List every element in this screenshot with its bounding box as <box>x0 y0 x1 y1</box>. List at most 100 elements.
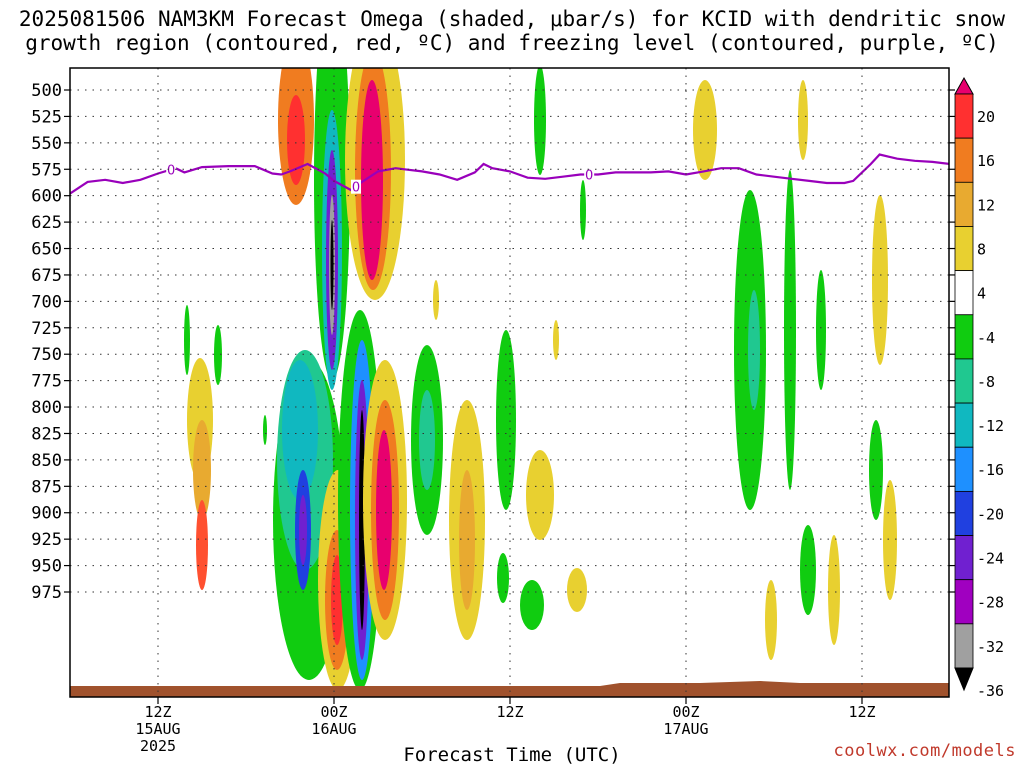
omega-shading-region <box>361 80 383 280</box>
colorbar-label: 8 <box>977 240 986 258</box>
terrain-rise <box>600 681 949 697</box>
omega-shading-region <box>376 430 392 590</box>
colorbar-label: 16 <box>977 152 995 170</box>
x-tick-label: 15AUG <box>135 720 180 738</box>
colorbar-swatch <box>954 181 974 227</box>
colorbar-label: -12 <box>977 417 1004 435</box>
y-tick-label: 925 <box>31 530 62 550</box>
y-tick-label: 825 <box>31 424 62 444</box>
colorbar-swatch <box>954 535 974 581</box>
y-tick-label: 600 <box>31 187 62 207</box>
colorbar-label: 12 <box>977 196 995 214</box>
y-tick-label: 875 <box>31 477 62 497</box>
omega-shading-region <box>496 330 516 510</box>
freezing-level-label: 0 <box>352 181 360 196</box>
colorbar-label: -28 <box>977 594 1004 612</box>
omega-shading-region <box>287 95 305 185</box>
x-tick-label: 12Z <box>144 703 171 721</box>
omega-shading-region <box>419 390 435 490</box>
y-tick-label: 650 <box>31 240 62 260</box>
y-tick-label: 525 <box>31 107 62 127</box>
omega-shading-region <box>459 470 475 610</box>
colorbar-label: -16 <box>977 461 1004 479</box>
freezing-label-bg <box>351 179 361 194</box>
y-tick-label: 725 <box>31 319 62 339</box>
freezing-label-bg <box>584 167 595 182</box>
omega-shading-region <box>359 410 365 630</box>
site-credit[interactable]: coolwx.com/models <box>833 741 1016 761</box>
omega-shading-region <box>263 415 267 445</box>
y-tick-label: 500 <box>31 81 62 101</box>
x-tick-label: 16AUG <box>311 720 356 738</box>
colorbar-label: -24 <box>977 550 1004 568</box>
omega-shading-region <box>193 420 211 520</box>
colorbar-min-arrow <box>954 667 974 692</box>
omega-shading-region <box>816 270 826 390</box>
omega-shading-region <box>526 450 554 540</box>
y-tick-label: 975 <box>31 583 62 603</box>
y-tick-label: 950 <box>31 557 62 577</box>
colorbar-swatch <box>954 93 974 139</box>
omega-shading-region <box>282 360 318 500</box>
freezing-level-label: 0 <box>167 164 175 179</box>
y-tick-label: 850 <box>31 451 62 471</box>
omega-shading-region <box>497 553 509 603</box>
x-tick-label: 00Z <box>320 703 347 721</box>
y-tick-label: 675 <box>31 266 62 286</box>
omega-shading-region <box>693 80 717 180</box>
omega-shading-region <box>534 68 546 175</box>
omega-shading-region <box>883 480 897 600</box>
colorbar-label: -36 <box>977 682 1004 700</box>
colorbar-max-arrow <box>954 76 974 95</box>
omega-shading-region <box>520 580 544 630</box>
omega-shading-region <box>299 495 307 565</box>
chart-title-line-2: growth region (contoured, red, ºC) and f… <box>25 31 999 55</box>
colorbar-swatch <box>954 490 974 536</box>
x-tick-label: 12Z <box>496 703 523 721</box>
omega-shading-region <box>553 320 559 360</box>
omega-shading-region <box>184 305 190 375</box>
colorbar-label: 4 <box>977 285 986 303</box>
omega-shading-region <box>580 180 586 240</box>
x-tick-label: 00Z <box>672 703 699 721</box>
omega-shading-region <box>765 580 777 660</box>
colorbar-swatch <box>954 314 974 360</box>
colorbar-swatch <box>954 579 974 625</box>
x-tick-label: 17AUG <box>663 720 708 738</box>
colorbar-label: -4 <box>977 329 995 347</box>
colorbar-swatch <box>954 226 974 272</box>
x-tick-label: 12Z <box>848 703 875 721</box>
omega-shading-region <box>567 568 587 612</box>
y-tick-label: 800 <box>31 398 62 418</box>
omega-shading-region <box>800 525 816 615</box>
shaded-omega-field: 0 0 0 <box>70 68 949 697</box>
omega-shading-region <box>784 170 796 490</box>
y-tick-label: 900 <box>31 504 62 524</box>
omega-shading-region <box>798 80 808 160</box>
omega-shading-region <box>433 280 439 320</box>
colorbar-swatch <box>954 270 974 316</box>
x-axis-title: Forecast Time (UTC) <box>403 744 621 766</box>
y-tick-label: 625 <box>31 213 62 233</box>
omega-shading-region <box>330 220 334 310</box>
colorbar-label: -8 <box>977 373 995 391</box>
omega-shading-region <box>869 420 883 520</box>
y-tick-label: 700 <box>31 292 62 312</box>
colorbar-swatch <box>954 137 974 183</box>
colorbar-swatch <box>954 402 974 448</box>
omega-shading-region <box>828 535 840 645</box>
y-tick-label: 775 <box>31 372 62 392</box>
freezing-label-bg <box>166 162 177 177</box>
chart-title-line-1: 2025081506 NAM3KM Forecast Omega (shaded… <box>18 7 1006 31</box>
omega-shading-region <box>214 325 222 385</box>
omega-shading-region <box>748 290 760 410</box>
colorbar-swatch <box>954 623 974 669</box>
y-tick-label: 575 <box>31 160 62 180</box>
freezing-level-line <box>70 153 949 195</box>
omega-shading-region <box>872 195 888 365</box>
colorbar-swatch <box>954 358 974 404</box>
colorbar-label: 20 <box>977 108 995 126</box>
y-tick-label: 550 <box>31 134 62 154</box>
freezing-level-label: 0 <box>585 169 593 184</box>
